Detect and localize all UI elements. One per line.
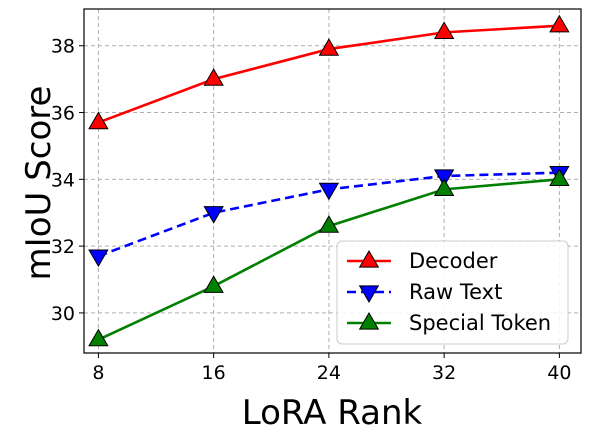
x-axis-ticks: 8 16 24 32 40	[92, 353, 571, 384]
y-axis-ticks: 30 32 34 36 38	[51, 36, 84, 325]
data-point-marker	[203, 275, 224, 293]
y-tick-label: 38	[51, 36, 75, 58]
legend-label: Raw Text	[409, 280, 502, 304]
legend-marker	[358, 249, 380, 268]
x-tick-label: 16	[202, 362, 226, 384]
data-point-marker	[549, 14, 570, 33]
x-tick-label: 32	[432, 362, 456, 384]
x-tick-label: 24	[317, 362, 341, 384]
data-point-marker	[433, 21, 455, 40]
legend: Decoder Raw Text Special Token	[336, 240, 569, 345]
legend-marker	[358, 285, 380, 304]
data-point-marker	[203, 68, 224, 86]
y-axis-title: mIoU Score	[19, 86, 59, 281]
y-tick-label: 30	[51, 303, 75, 325]
y-tick-label: 34	[51, 169, 75, 191]
x-axis-title: LoRA Rank	[242, 393, 423, 433]
legend-marker	[358, 311, 380, 330]
data-point-marker	[433, 169, 455, 188]
data-point-marker	[318, 215, 340, 233]
data-point-marker	[88, 249, 109, 268]
y-tick-label: 32	[51, 236, 75, 258]
data-point-marker	[318, 38, 340, 56]
plot-frame	[83, 8, 582, 354]
x-tick-label: 40	[547, 362, 571, 384]
data-point-marker	[203, 206, 224, 224]
series-markers	[88, 14, 570, 347]
y-tick-label: 36	[51, 103, 75, 125]
data-point-marker	[88, 111, 109, 130]
x-tick-label: 8	[92, 362, 104, 384]
legend-label: Decoder	[409, 249, 498, 273]
legend-label: Special Token	[409, 311, 551, 335]
legend-box	[336, 240, 569, 345]
data-point-marker	[433, 178, 455, 196]
data-point-marker	[88, 328, 109, 347]
data-point-marker	[318, 182, 340, 201]
data-point-marker	[549, 168, 570, 186]
